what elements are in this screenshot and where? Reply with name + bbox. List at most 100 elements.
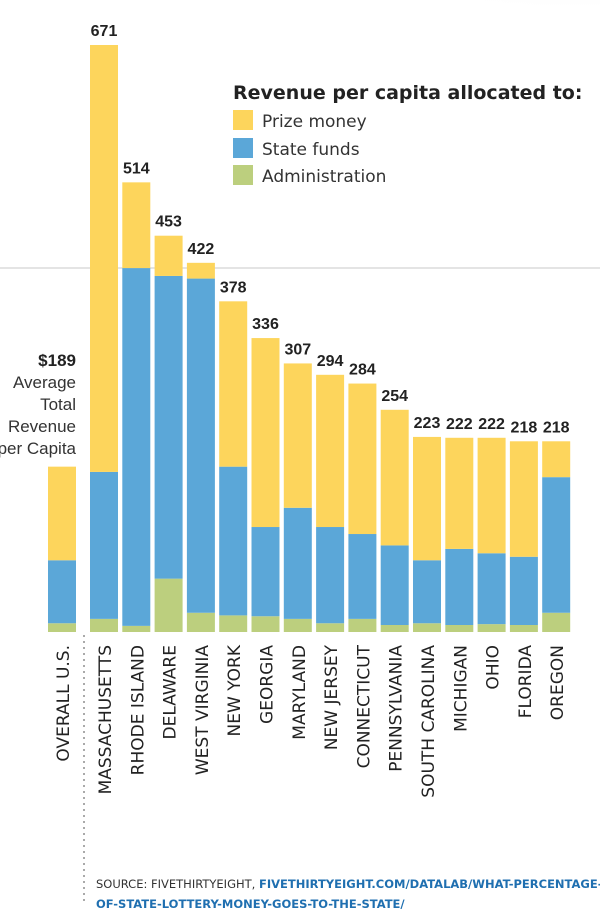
bar-segment-administration bbox=[251, 616, 280, 632]
bars-group bbox=[48, 45, 571, 632]
source-prefix: SOURCE: FIVETHIRTYEIGHT, bbox=[96, 877, 259, 891]
value-label: 284 bbox=[349, 362, 376, 379]
category-label: DELAWARE bbox=[161, 645, 181, 739]
bar-segment-administration bbox=[348, 618, 377, 632]
bar-segment-state-funds bbox=[283, 507, 312, 619]
bar-segment-prize-money bbox=[154, 235, 183, 276]
bar-segment-administration bbox=[542, 612, 571, 632]
value-label: 294 bbox=[317, 353, 344, 370]
value-label: 222 bbox=[478, 416, 505, 433]
bar-segment-administration bbox=[90, 618, 118, 632]
bar-segment-prize-money bbox=[542, 441, 571, 478]
bar-segment-prize-money bbox=[283, 363, 312, 508]
bar-segment-prize-money bbox=[413, 436, 441, 561]
value-label: 378 bbox=[220, 279, 247, 296]
category-label: PENNSYLVANIA bbox=[387, 645, 407, 772]
category-label: MARYLAND bbox=[290, 645, 310, 740]
value-label: 307 bbox=[284, 341, 311, 358]
value-label: 222 bbox=[446, 416, 473, 433]
annotation-line-2: Total bbox=[40, 395, 76, 414]
bar-segment-prize-money bbox=[380, 409, 409, 546]
legend-label-prize: Prize money bbox=[262, 112, 367, 132]
annotation-line-3: Revenue bbox=[8, 417, 76, 436]
bar-segment-prize-money bbox=[251, 338, 280, 528]
bar-segment-state-funds bbox=[413, 560, 441, 624]
bar-segment-administration bbox=[380, 625, 409, 632]
bar-segment-prize-money bbox=[316, 374, 345, 528]
bar-segment-administration bbox=[445, 625, 474, 632]
category-label: MICHIGAN bbox=[451, 645, 471, 732]
bar-segment-administration bbox=[283, 618, 312, 632]
bar-segment-administration bbox=[186, 612, 215, 632]
category-label: NEW JERSEY bbox=[322, 644, 342, 750]
background-shadow bbox=[250, 0, 600, 60]
category-label: GEORGIA bbox=[258, 645, 278, 724]
bar-segment-state-funds bbox=[348, 534, 377, 619]
bar-segment-state-funds bbox=[48, 560, 76, 624]
bar-segment-prize-money bbox=[477, 437, 506, 554]
category-label: OHIO bbox=[484, 645, 504, 690]
category-labels: OVERALL U.S. MASSACHUSETTS RHODE ISLAND DEL… bbox=[54, 644, 568, 798]
value-label: 671 bbox=[91, 23, 118, 40]
category-label: MASSACHUSETTS bbox=[96, 645, 116, 794]
bar-segment-state-funds bbox=[186, 278, 215, 613]
bar-segment-state-funds bbox=[445, 548, 474, 626]
bar-segment-state-funds bbox=[122, 268, 151, 626]
bar-segment-state-funds bbox=[509, 556, 538, 626]
value-label: 218 bbox=[511, 419, 538, 436]
legend-swatch-admin bbox=[233, 165, 253, 185]
source-link-part-1[interactable]: FIVETHIRTYEIGHT.COM/DATALAB/WHAT-PERCENT… bbox=[259, 877, 600, 891]
bar-segment-state-funds bbox=[90, 471, 118, 619]
bar-segment-administration bbox=[154, 578, 183, 632]
category-label: WEST VIRGINIA bbox=[193, 645, 213, 776]
bar-segment-prize-money bbox=[509, 441, 538, 557]
bar-segment-state-funds bbox=[542, 477, 571, 613]
category-label: OREGON bbox=[548, 645, 568, 720]
legend: Revenue per capita allocated to: Prize m… bbox=[233, 82, 582, 187]
bar-segment-state-funds bbox=[380, 545, 409, 626]
legend-label-state: State funds bbox=[262, 140, 360, 160]
source-link-part-2[interactable]: OF-STATE-LOTTERY-MONEY-GOES-TO-THE-STATE… bbox=[96, 897, 405, 911]
legend-title: Revenue per capita allocated to: bbox=[233, 82, 582, 104]
bar-segment-administration bbox=[219, 615, 248, 632]
bar-segment-prize-money bbox=[186, 262, 215, 279]
category-label: SOUTH CAROLINA bbox=[419, 645, 439, 798]
bar-segment-state-funds bbox=[251, 527, 280, 617]
bar-segment-prize-money bbox=[348, 383, 377, 535]
category-label: NEW YORK bbox=[225, 644, 245, 736]
bar-segment-prize-money bbox=[90, 45, 118, 472]
bar-segment-state-funds bbox=[219, 466, 248, 616]
legend-label-admin: Administration bbox=[262, 167, 386, 187]
bar-segment-prize-money bbox=[445, 437, 474, 549]
category-label: FLORIDA bbox=[516, 645, 536, 719]
bar-segment-state-funds bbox=[477, 553, 506, 625]
category-label: OVERALL U.S. bbox=[54, 645, 74, 762]
bar-segment-administration bbox=[413, 623, 441, 632]
legend-swatch-state bbox=[233, 138, 253, 158]
bar-segment-administration bbox=[316, 623, 345, 632]
average-value: $189 bbox=[38, 351, 76, 370]
bar-segment-prize-money bbox=[219, 301, 248, 467]
bar-segment-prize-money bbox=[48, 466, 76, 561]
bar-segment-state-funds bbox=[154, 275, 183, 579]
source-line-1: SOURCE: FIVETHIRTYEIGHT, FIVETHIRTYEIGHT… bbox=[96, 877, 600, 891]
bar-segment-prize-money bbox=[122, 182, 151, 269]
bar-segment-state-funds bbox=[316, 527, 345, 624]
value-label: 422 bbox=[188, 241, 215, 258]
annotation-line-1: Average bbox=[13, 373, 76, 392]
category-label: CONNECTICUT bbox=[354, 644, 374, 768]
value-labels: 671 514 453 422 378 336 307 294 284 254 223 222 222 2… bbox=[91, 23, 570, 436]
value-label: 223 bbox=[414, 415, 441, 432]
bar-segment-administration bbox=[48, 623, 76, 632]
bar-segment-administration bbox=[122, 625, 151, 632]
value-label: 453 bbox=[155, 214, 182, 231]
category-label: RHODE ISLAND bbox=[128, 645, 148, 775]
value-label: 514 bbox=[123, 160, 150, 177]
bar-segment-administration bbox=[477, 624, 506, 632]
source-note: SOURCE: FIVETHIRTYEIGHT, FIVETHIRTYEIGHT… bbox=[96, 877, 600, 911]
annotation-line-4: per Capita bbox=[0, 439, 77, 458]
value-label: 254 bbox=[381, 388, 408, 405]
value-label: 336 bbox=[252, 316, 279, 333]
bar-segment-administration bbox=[509, 625, 538, 632]
